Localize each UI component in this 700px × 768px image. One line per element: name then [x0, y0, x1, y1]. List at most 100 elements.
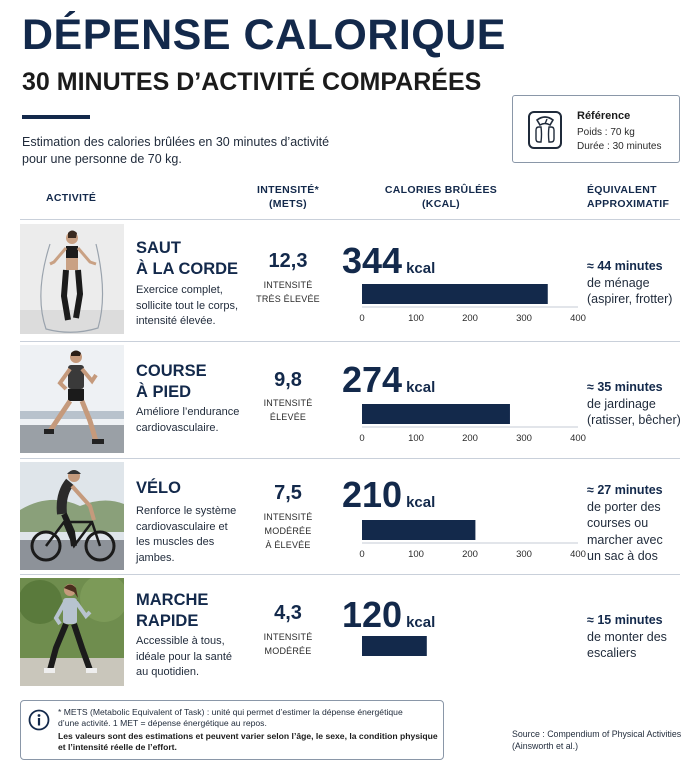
calories-unit: kcal	[406, 494, 436, 511]
calories-number: 274	[342, 359, 403, 400]
activity-name-line: À PIED	[136, 383, 192, 401]
description-line: Accessible à tous,	[136, 635, 225, 647]
mets-value: 4,3	[274, 602, 302, 624]
intensity-label: INTENSITÉ MODÉRÉE	[250, 630, 326, 658]
description-line: cardiovasculaire et	[136, 520, 228, 533]
description-line: cardiovasculaire.	[136, 421, 219, 434]
page-subtitle: 30 MINUTES D’ACTIVITÉ COMPARÉES	[22, 68, 482, 96]
equivalent-duration: ≈ 27 minutes	[587, 483, 663, 497]
source-citation: Source : Compendium of Physical Activiti…	[512, 728, 681, 752]
header-divider	[20, 219, 680, 220]
column-header-intensity: INTENSITÉ* (METS)	[254, 183, 322, 211]
column-header-line: ÉQUIVALENT	[587, 184, 657, 196]
calorie-bar-chart: 0 100 200 300 400	[359, 520, 586, 560]
intensity-line: ÉLEVÉE	[269, 412, 307, 422]
calories-unit: kcal	[406, 614, 436, 631]
activity-name-line: SAUT	[136, 239, 181, 257]
activity-description: Exercice complet, sollicite tout le corp…	[136, 283, 246, 330]
column-header-line: INTENSITÉ*	[257, 184, 319, 196]
activity-name-line: VÉLO	[136, 479, 181, 497]
column-header-equivalent: ÉQUIVALENT APPROXIMATIF	[587, 183, 669, 211]
intro-text: Estimation des calories brûlées en 30 mi…	[22, 134, 372, 168]
activity-name: VÉLO	[136, 478, 181, 499]
axis-tick-label: 0	[359, 549, 364, 560]
axis-tick-label: 300	[516, 433, 532, 444]
calorie-bar-chart	[362, 636, 427, 656]
reference-weight: Poids : 70 kg	[577, 127, 635, 138]
column-header-line: (KCAL)	[422, 198, 460, 210]
description-line: Exercice complet,	[136, 284, 223, 296]
row-divider	[20, 458, 680, 459]
equivalent-duration: ≈ 15 minutes	[587, 613, 663, 627]
axis-tick-label: 300	[516, 313, 532, 324]
equivalent-text: ≈ 15 minutes de monter des escaliers	[587, 612, 697, 662]
equivalent-line: courses ou	[587, 516, 649, 530]
title-underline	[22, 115, 90, 119]
calories-number: 344	[342, 240, 403, 281]
axis-tick-label: 0	[359, 433, 364, 444]
mets-value: 7,5	[274, 482, 302, 504]
equivalent-duration: ≈ 44 minutes	[587, 259, 663, 273]
equivalent-line: de ménage	[587, 275, 650, 290]
column-header-line: APPROXIMATIF	[587, 198, 670, 210]
intensity-label: INTENSITÉ TRÈS ÉLEVÉE	[250, 278, 326, 306]
calories-value: 274 kcal	[342, 359, 435, 401]
calories-number: 210	[342, 474, 403, 515]
equivalent-line: de jardinage	[587, 396, 656, 411]
intensity-line: INTENSITÉ	[263, 280, 313, 290]
reference-duration: Durée : 30 minutes	[577, 141, 662, 152]
mets-value: 12,3	[268, 250, 308, 272]
intensity-line: INTENSITÉ	[263, 398, 313, 408]
calorie-bar-chart: 0 100 200 300 400	[359, 284, 586, 324]
calorie-bar	[362, 404, 510, 424]
reference-title: Référence	[577, 110, 631, 122]
calories-value: 210 kcal	[342, 474, 435, 516]
intensity-line: MODÉRÉE	[264, 646, 312, 656]
activity-row-brisk-walking: MARCHE RAPIDE Accessible à tous, idéale …	[20, 578, 680, 690]
equivalent-text: ≈ 35 minutes de jardinage (ratisser, bêc…	[587, 379, 697, 429]
column-header-line: (METS)	[269, 198, 307, 210]
description-line: jambes.	[136, 551, 175, 564]
intensity-line: TRÈS ÉLEVÉE	[256, 294, 320, 304]
calorie-bar-chart: 0 100 200 300 400	[359, 404, 586, 444]
axis-tick-label: 200	[462, 313, 478, 324]
column-header-calories: CALORIES BRÛLÉES (KCAL)	[376, 183, 506, 211]
row-divider	[20, 574, 680, 575]
activity-name-line: COURSE	[136, 362, 207, 380]
intro-line: pour une personne de 70 kg.	[22, 152, 182, 166]
cycling-photo	[20, 462, 124, 570]
activity-description: Améliore l’endurance cardiovasculaire.	[136, 405, 256, 436]
calories-value: 344 kcal	[342, 240, 435, 282]
activity-name-line: RAPIDE	[136, 612, 199, 630]
footnote-line: d’une activité. 1 MET = dépense énergéti…	[58, 718, 267, 728]
mets-value: 9,8	[274, 369, 302, 391]
description-line: au quotidien.	[136, 666, 199, 678]
intensity-label: INTENSITÉ ÉLEVÉE	[250, 396, 326, 424]
column-header-line: CALORIES BRÛLÉES	[384, 184, 498, 196]
footnote-line: * METS (Metabolic Equivalent of Task) : …	[58, 707, 403, 717]
calories-value: 120 kcal	[342, 594, 435, 636]
scale-icon	[528, 111, 562, 149]
activity-name: COURSE À PIED	[136, 361, 207, 403]
intensity-line: À ÉLEVÉE	[265, 540, 311, 550]
description-line: intensité élevée.	[136, 315, 216, 327]
intensity-line: INTENSITÉ	[263, 632, 313, 642]
equivalent-line: un sac à dos	[587, 549, 658, 563]
calories-unit: kcal	[406, 379, 436, 396]
description-line: les muscles des	[136, 536, 215, 548]
intensity-line: INTENSITÉ	[263, 512, 313, 522]
walking-photo	[20, 578, 124, 686]
axis-tick-label: 300	[516, 549, 532, 560]
reference-box: Référence Poids : 70 kg Durée : 30 minut…	[512, 95, 680, 163]
axis-tick-label: 200	[462, 433, 478, 444]
equivalent-line: (ratisser, bêcher)	[587, 413, 681, 427]
footnote-line: et l’intensité réelle de l’effort.	[58, 742, 177, 752]
equivalent-line: de monter des	[587, 629, 667, 644]
axis-tick-label: 400	[570, 549, 586, 560]
calories-number: 120	[342, 594, 403, 635]
activity-row-jump-rope: SAUT À LA CORDE Exercice complet, sollic…	[20, 224, 680, 340]
description-line: Renforce le système	[136, 505, 237, 517]
axis-tick-label: 400	[570, 433, 586, 444]
calorie-bar	[362, 284, 548, 304]
equivalent-text: ≈ 44 minutes de ménage (aspirer, frotter…	[587, 258, 697, 308]
